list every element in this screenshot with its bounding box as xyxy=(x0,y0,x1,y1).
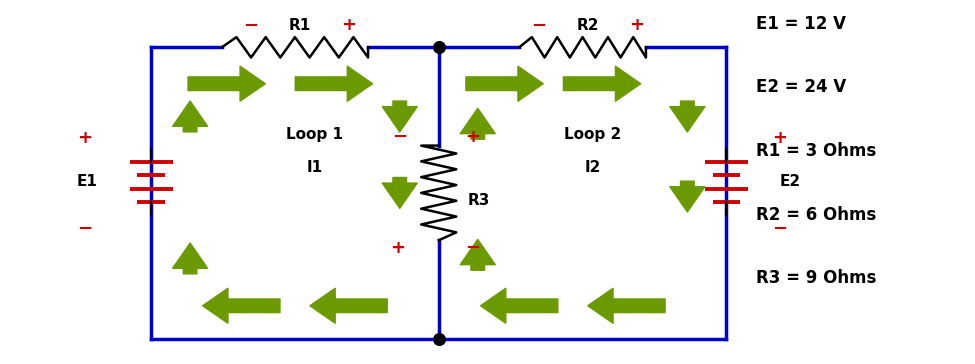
Text: +: + xyxy=(465,127,481,146)
Text: I1: I1 xyxy=(306,160,323,175)
Point xyxy=(431,336,447,341)
Text: +: + xyxy=(341,16,356,35)
Text: R3 = 9 Ohms: R3 = 9 Ohms xyxy=(756,269,876,287)
Text: −: − xyxy=(77,220,93,238)
Text: E1: E1 xyxy=(77,174,98,190)
Text: E2 = 24 V: E2 = 24 V xyxy=(756,78,846,96)
Text: Loop 1: Loop 1 xyxy=(286,127,343,142)
Text: R2 = 6 Ohms: R2 = 6 Ohms xyxy=(756,206,876,223)
Text: −: − xyxy=(392,127,408,146)
Text: R3: R3 xyxy=(468,193,490,208)
Text: Loop 2: Loop 2 xyxy=(564,127,621,142)
Text: +: + xyxy=(772,129,788,147)
Point xyxy=(431,44,447,50)
Text: −: − xyxy=(772,220,788,238)
Text: E2: E2 xyxy=(780,174,801,190)
Text: R1 = 3 Ohms: R1 = 3 Ohms xyxy=(756,142,876,160)
Text: E1 = 12 V: E1 = 12 V xyxy=(756,15,845,32)
Text: −: − xyxy=(531,16,546,35)
Text: −: − xyxy=(465,238,481,257)
Text: I2: I2 xyxy=(584,160,601,175)
Text: +: + xyxy=(77,129,93,147)
Text: R2: R2 xyxy=(576,18,599,33)
Text: R1: R1 xyxy=(289,18,311,33)
Text: +: + xyxy=(390,238,406,257)
Text: +: + xyxy=(629,16,644,35)
Text: −: − xyxy=(244,16,258,35)
